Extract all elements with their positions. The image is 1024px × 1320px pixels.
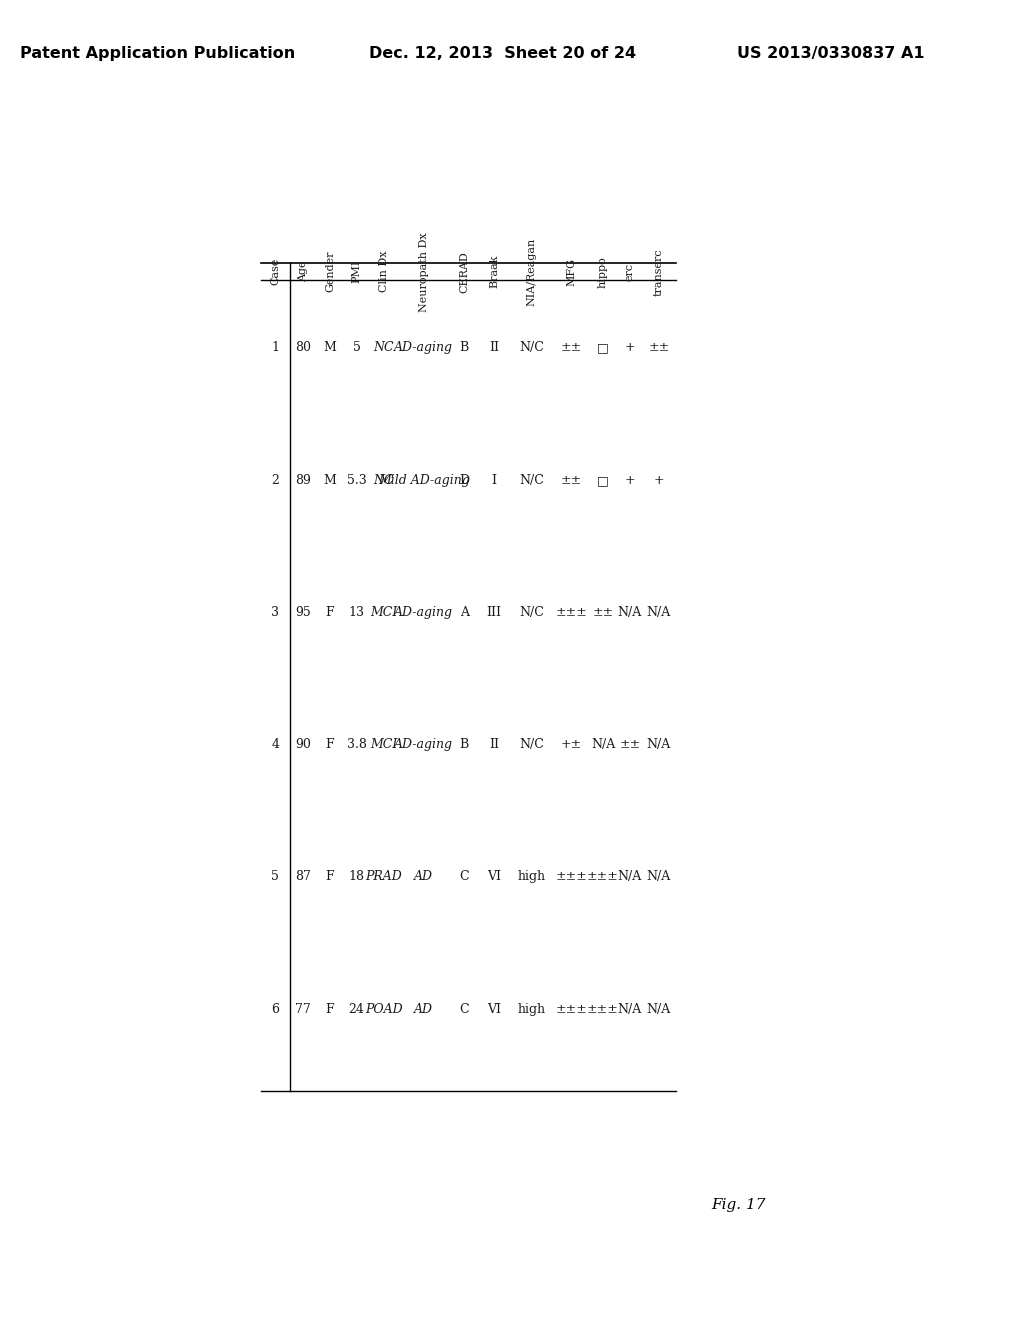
Text: AD-aging: AD-aging bbox=[394, 606, 453, 619]
Text: M: M bbox=[324, 341, 337, 354]
Text: 3.8: 3.8 bbox=[346, 738, 367, 751]
Text: ±±: ±± bbox=[561, 341, 583, 354]
Text: N/A: N/A bbox=[647, 870, 671, 883]
Text: US 2013/0330837 A1: US 2013/0330837 A1 bbox=[737, 46, 925, 61]
Text: 89: 89 bbox=[295, 474, 311, 487]
Text: high: high bbox=[518, 870, 546, 883]
Text: +±: +± bbox=[561, 738, 583, 751]
Text: +: + bbox=[625, 341, 635, 354]
Text: ±±: ±± bbox=[561, 474, 583, 487]
Text: Clin Dx: Clin Dx bbox=[379, 251, 389, 293]
Text: 77: 77 bbox=[295, 1003, 311, 1015]
Text: III: III bbox=[486, 606, 502, 619]
Text: II: II bbox=[489, 341, 500, 354]
Text: +: + bbox=[625, 474, 635, 487]
Text: ±±: ±± bbox=[592, 606, 613, 619]
Text: 5: 5 bbox=[271, 870, 280, 883]
Text: CERAD: CERAD bbox=[459, 251, 469, 293]
Text: ±±±: ±±± bbox=[587, 870, 618, 883]
Text: 95: 95 bbox=[295, 606, 311, 619]
Text: POAD: POAD bbox=[366, 1003, 402, 1015]
Text: Gender: Gender bbox=[325, 251, 335, 293]
Text: Case: Case bbox=[270, 257, 281, 285]
Text: high: high bbox=[518, 1003, 546, 1015]
Text: □: □ bbox=[597, 474, 609, 487]
Text: N/C: N/C bbox=[519, 738, 545, 751]
Text: N/A: N/A bbox=[647, 738, 671, 751]
Text: ±±±: ±±± bbox=[556, 1003, 588, 1015]
Text: C: C bbox=[460, 870, 469, 883]
Text: N/A: N/A bbox=[647, 1003, 671, 1015]
Text: Dec. 12, 2013  Sheet 20 of 24: Dec. 12, 2013 Sheet 20 of 24 bbox=[369, 46, 636, 61]
Text: NIA/Reagan: NIA/Reagan bbox=[527, 238, 537, 306]
Text: F: F bbox=[326, 738, 334, 751]
Text: B: B bbox=[460, 738, 469, 751]
Text: PMI: PMI bbox=[351, 260, 361, 284]
Text: M: M bbox=[324, 474, 337, 487]
Text: AD: AD bbox=[414, 870, 433, 883]
Text: AD: AD bbox=[414, 1003, 433, 1015]
Text: 90: 90 bbox=[295, 738, 311, 751]
Text: hippo: hippo bbox=[598, 256, 608, 288]
Text: N/C: N/C bbox=[519, 474, 545, 487]
Text: Fig. 17: Fig. 17 bbox=[712, 1197, 766, 1212]
Text: 2: 2 bbox=[271, 474, 280, 487]
Text: MCI: MCI bbox=[371, 738, 397, 751]
Text: NC: NC bbox=[374, 341, 394, 354]
Text: A: A bbox=[460, 606, 469, 619]
Text: Age: Age bbox=[298, 261, 308, 282]
Text: N/C: N/C bbox=[519, 606, 545, 619]
Text: MCI: MCI bbox=[371, 606, 397, 619]
Text: ±±±: ±±± bbox=[556, 870, 588, 883]
Text: 4: 4 bbox=[271, 738, 280, 751]
Text: Mild AD-aging: Mild AD-aging bbox=[378, 474, 469, 487]
Text: 3: 3 bbox=[271, 606, 280, 619]
Text: AD-aging: AD-aging bbox=[394, 341, 453, 354]
Text: 13: 13 bbox=[348, 606, 365, 619]
Text: □: □ bbox=[597, 341, 609, 354]
Text: 6: 6 bbox=[271, 1003, 280, 1015]
Text: 5.3: 5.3 bbox=[347, 474, 367, 487]
Text: NC: NC bbox=[374, 474, 394, 487]
Text: F: F bbox=[326, 1003, 334, 1015]
Text: 87: 87 bbox=[295, 870, 311, 883]
Text: Neuropath Dx: Neuropath Dx bbox=[419, 232, 429, 312]
Text: F: F bbox=[326, 870, 334, 883]
Text: AD-aging: AD-aging bbox=[394, 738, 453, 751]
Text: 24: 24 bbox=[348, 1003, 365, 1015]
Text: transerc: transerc bbox=[654, 248, 664, 296]
Text: 80: 80 bbox=[295, 341, 311, 354]
Text: Patent Application Publication: Patent Application Publication bbox=[20, 46, 296, 61]
Text: VI: VI bbox=[487, 1003, 501, 1015]
Text: D: D bbox=[459, 474, 469, 487]
Text: +: + bbox=[653, 474, 665, 487]
Text: VI: VI bbox=[487, 870, 501, 883]
Text: erc: erc bbox=[625, 263, 635, 281]
Text: F: F bbox=[326, 606, 334, 619]
Text: N/C: N/C bbox=[519, 341, 545, 354]
Text: ±±±: ±±± bbox=[587, 1003, 618, 1015]
Text: 1: 1 bbox=[271, 341, 280, 354]
Text: N/A: N/A bbox=[617, 870, 642, 883]
Text: N/A: N/A bbox=[617, 1003, 642, 1015]
Text: II: II bbox=[489, 738, 500, 751]
Text: PRAD: PRAD bbox=[366, 870, 402, 883]
Text: 5: 5 bbox=[352, 341, 360, 354]
Text: N/A: N/A bbox=[617, 606, 642, 619]
Text: Braak: Braak bbox=[489, 255, 500, 289]
Text: ±±±: ±±± bbox=[556, 606, 588, 619]
Text: ±±: ±± bbox=[648, 341, 670, 354]
Text: 18: 18 bbox=[348, 870, 365, 883]
Text: MFG: MFG bbox=[566, 257, 577, 285]
Text: ±±: ±± bbox=[620, 738, 641, 751]
Text: I: I bbox=[492, 474, 497, 487]
Text: C: C bbox=[460, 1003, 469, 1015]
Text: N/A: N/A bbox=[591, 738, 615, 751]
Text: N/A: N/A bbox=[647, 606, 671, 619]
Text: B: B bbox=[460, 341, 469, 354]
